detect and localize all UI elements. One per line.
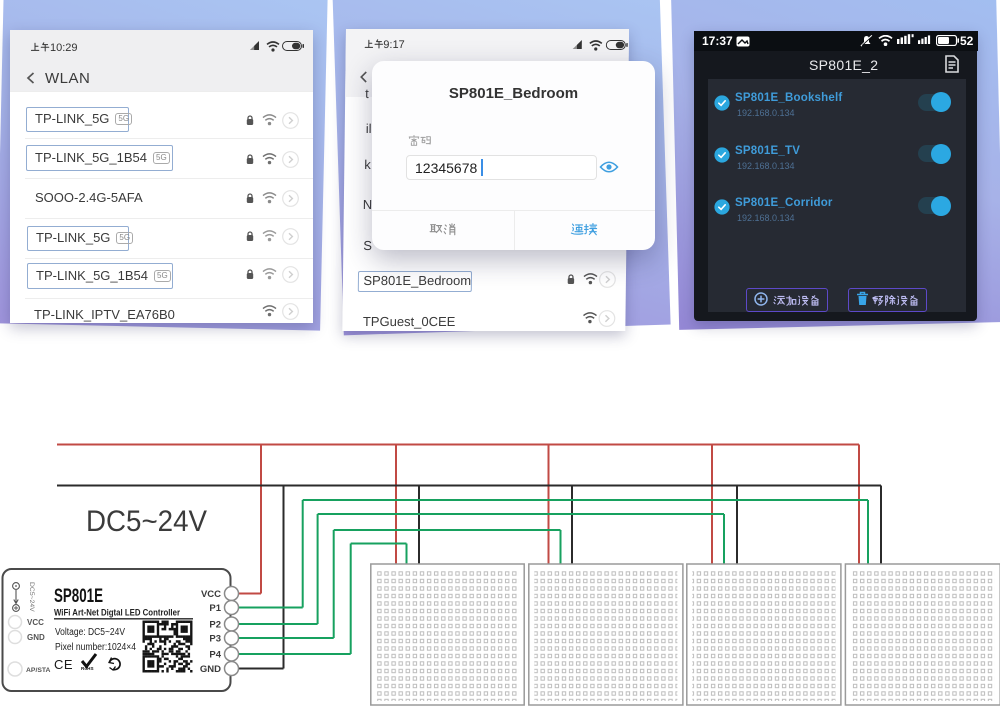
svg-text:DC5~24V: DC5~24V [86,505,207,538]
svg-text:Pixel number:1024×4: Pixel number:1024×4 [55,642,136,653]
svg-text:Voltage: DC5~24V: Voltage: DC5~24V [55,627,125,638]
svg-text:P4: P4 [209,649,221,660]
svg-text:AP/STA: AP/STA [26,667,51,674]
svg-text:RoHS: RoHS [81,666,94,671]
svg-text:GND: GND [27,633,45,642]
svg-text:P2: P2 [209,619,221,630]
svg-text:VCC: VCC [27,618,44,627]
svg-text:SP801E: SP801E [54,586,103,607]
svg-text:GND: GND [200,664,221,675]
svg-text:P1: P1 [209,603,221,614]
svg-text:DC5~24V: DC5~24V [28,582,35,612]
svg-text:VCC: VCC [201,589,221,600]
svg-text:P3: P3 [209,633,221,644]
svg-text:CE: CE [54,657,73,672]
svg-text:WiFi Art-Net Digtal LED Contro: WiFi Art-Net Digtal LED Controller [54,608,180,618]
